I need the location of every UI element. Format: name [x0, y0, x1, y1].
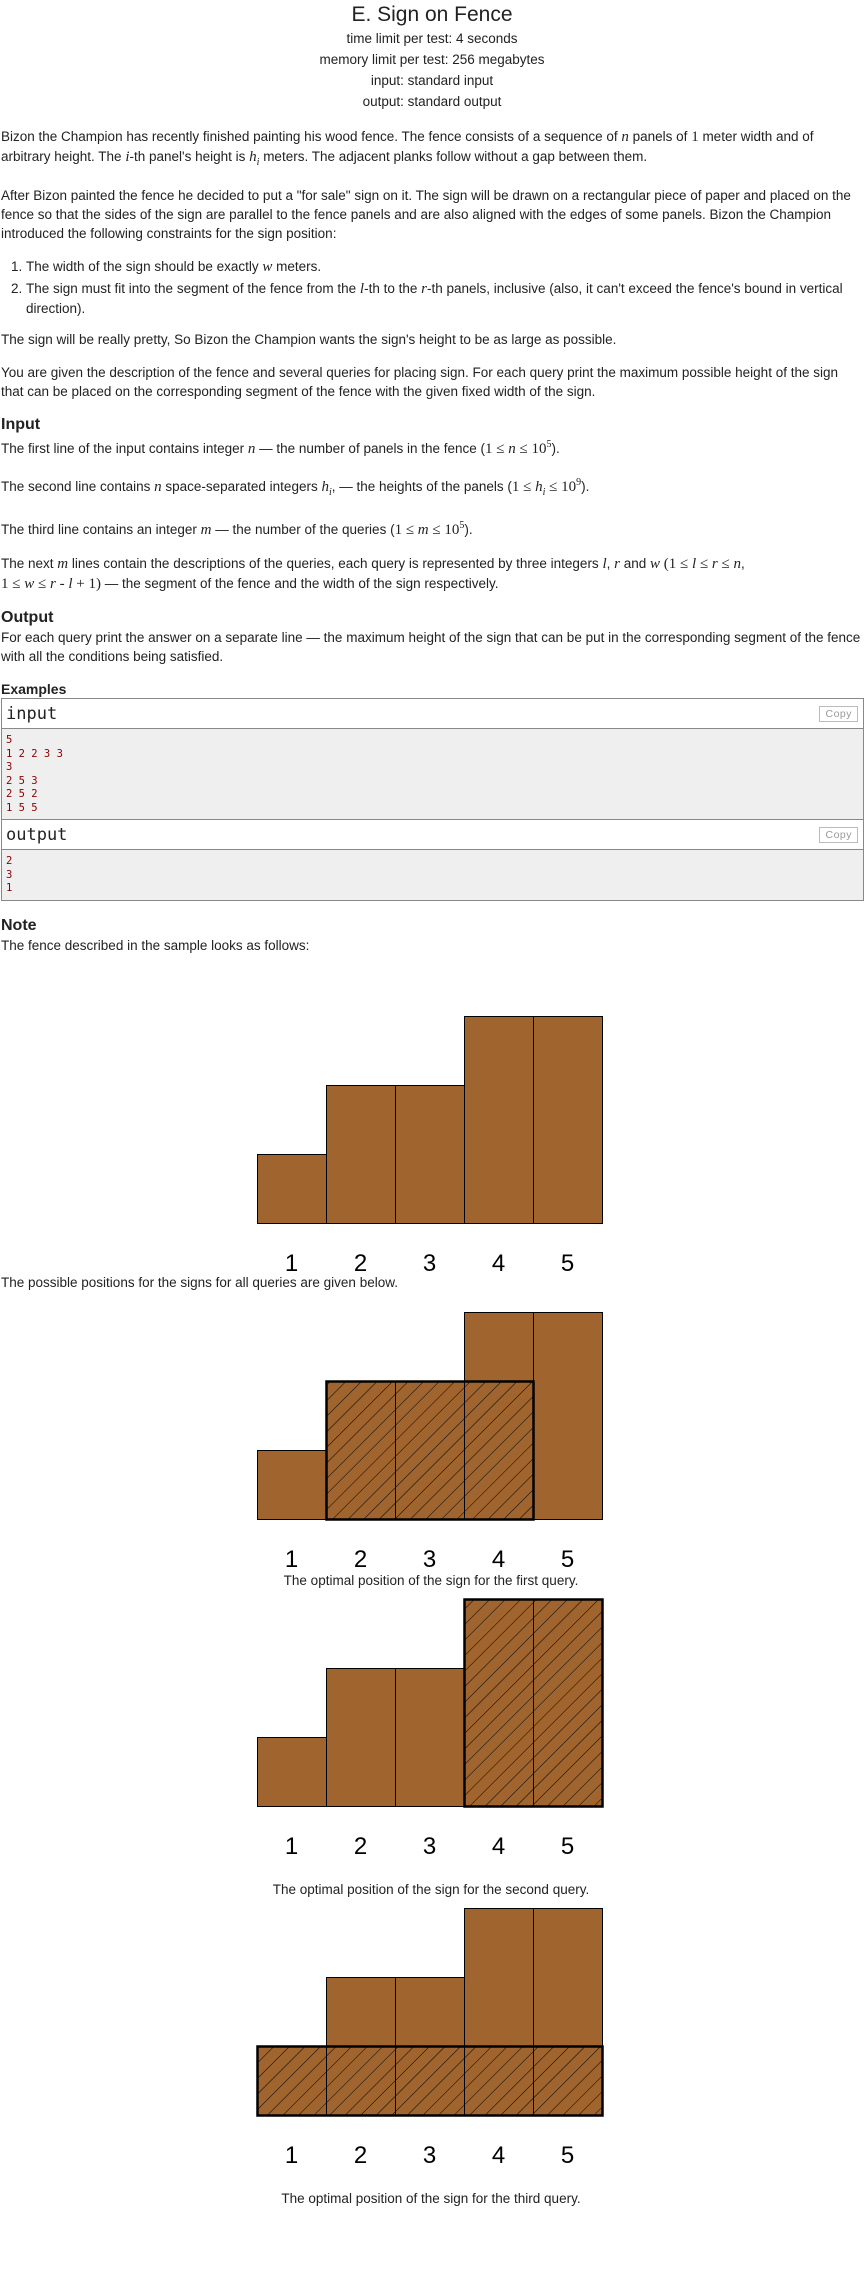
panel-number-label: 3	[423, 1250, 436, 1277]
input-line-4: The next m lines contain the description…	[1, 556, 745, 592]
problem-header: E. Sign on Fence time limit per test: 4 …	[0, 2, 864, 112]
copy-input-button[interactable]: Copy	[819, 705, 858, 722]
statement-paragraph-2: After Bizon painted the fence he decided…	[1, 188, 851, 241]
fence-panel	[326, 1084, 396, 1224]
panel-number-label: 1	[285, 1250, 298, 1277]
panel-number-label: 3	[423, 2142, 436, 2169]
panel-number-label: 1	[285, 2142, 298, 2169]
statement-paragraph-3: The sign will be really pretty, So Bizon…	[1, 332, 617, 347]
fence-panel	[257, 1449, 327, 1520]
sample-test: input Copy 5 1 2 2 3 3 3 2 5 3 2 5 2 1 5…	[1, 698, 864, 901]
time-limit: time limit per test: 4 seconds	[346, 31, 518, 46]
sign-hatch-area	[257, 2046, 603, 2115]
statement-paragraph-1: Bizon the Champion has recently finished…	[1, 129, 814, 168]
input-line-1: The first line of the input contains int…	[1, 439, 560, 457]
query-3-figure: 1 2 3 4 5	[256, 1907, 604, 2169]
examples-title: Examples	[1, 681, 67, 697]
panel-number-label: 1	[285, 1546, 298, 1571]
panel-number-label: 4	[492, 1546, 505, 1571]
panel-number-label: 3	[423, 1833, 436, 1860]
panel-number-label: 5	[561, 1546, 574, 1571]
memory-limit: memory limit per test: 256 megabytes	[319, 52, 545, 67]
sign-outline	[463, 1597, 604, 1808]
problem-statement: Bizon the Champion has recently finished…	[0, 127, 864, 2208]
output-title: Output	[1, 609, 54, 626]
panel-number-label: 5	[561, 2142, 574, 2169]
input-spec: input: standard input	[370, 73, 494, 88]
panel-number-label: 1	[285, 1833, 298, 1860]
input-line-2: The second line contains n space-separat…	[1, 477, 590, 498]
query-1-figure: 1 2 3 4 5	[257, 1311, 603, 1571]
panel-number-label: 3	[423, 1546, 436, 1571]
fence-panel	[257, 1736, 327, 1807]
panel-number-label: 5	[561, 1250, 574, 1277]
fence-panel	[533, 1311, 603, 1520]
statement-paragraph-4: You are given the description of the fen…	[1, 365, 838, 399]
sign-outline	[325, 1379, 535, 1521]
output-label: output	[6, 824, 68, 845]
panel-number-label: 4	[492, 2142, 505, 2169]
sample-output: 2 3 1	[2, 850, 863, 900]
problem-title: E. Sign on Fence	[351, 3, 513, 26]
fence-panel	[395, 1084, 465, 1224]
note-positions: The possible positions for the signs for…	[1, 1274, 398, 1290]
fence-panel	[395, 1667, 465, 1807]
sign-hatch-area	[326, 1381, 534, 1519]
input-title: Input	[1, 416, 41, 433]
query-2-figure: 1 2 3 4 5	[257, 1597, 604, 1860]
panel-number-label: 4	[492, 1250, 505, 1277]
input-label: input	[6, 703, 58, 724]
constraint-item: The width of the sign should be exactly …	[26, 257, 861, 277]
panel-number-label: 2	[354, 1833, 367, 1860]
fence-panel	[257, 1153, 327, 1224]
constraint-item: The sign must fit into the segment of th…	[26, 279, 861, 318]
query-2-caption: The optimal position of the sign for the…	[272, 1881, 590, 1897]
input-header: input Copy	[2, 699, 863, 729]
sample-input: 5 1 2 2 3 3 3 2 5 3 2 5 2 1 5 5	[2, 729, 863, 820]
note-title: Note	[1, 916, 37, 934]
fence-panel	[464, 1015, 534, 1224]
sign-outline	[256, 2044, 604, 2117]
panel-number-label: 4	[492, 1833, 505, 1860]
query-3-caption: The optimal position of the sign for the…	[281, 2190, 581, 2206]
output-spec: output: standard output	[362, 94, 502, 109]
output-text: For each query print the answer on a sep…	[1, 630, 861, 664]
output-header: output Copy	[2, 820, 863, 850]
query-1-caption: The optimal position of the sign for the…	[283, 1572, 579, 1588]
copy-output-button[interactable]: Copy	[819, 826, 858, 843]
note-intro: The fence described in the sample looks …	[1, 937, 310, 953]
panel-number-label: 2	[354, 2142, 367, 2169]
panel-number-label: 2	[354, 1250, 367, 1277]
fence-figure: 1 2 3 4 5	[257, 1015, 603, 1277]
fence-panel	[326, 1667, 396, 1807]
input-line-3: The third line contains an integer m — t…	[1, 520, 473, 538]
panel-number-label: 2	[354, 1546, 367, 1571]
fence-panel	[533, 1015, 603, 1224]
panel-number-label: 5	[561, 1833, 574, 1860]
constraints-list: The width of the sign should be exactly …	[1, 257, 861, 318]
